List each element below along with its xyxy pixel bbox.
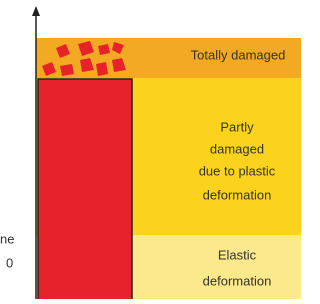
band-label: Partly — [220, 119, 254, 134]
axis-label: ne — [0, 231, 14, 246]
red-bar — [38, 79, 132, 299]
band-label: Elastic — [218, 247, 257, 262]
axis-label: 0 — [6, 255, 13, 270]
band-label: deformation — [203, 273, 272, 288]
diagram: Totally damaged Partly damaged due to plast… — [0, 0, 301, 299]
axis-arrow — [32, 6, 40, 16]
band-label: due to plastic — [199, 163, 276, 178]
band-label: deformation — [203, 187, 272, 202]
band-label: damaged — [210, 141, 264, 156]
page: {"bands": [ {"lines": ["Totally damaged"… — [0, 0, 301, 299]
band-label: Totally damaged — [191, 47, 286, 62]
